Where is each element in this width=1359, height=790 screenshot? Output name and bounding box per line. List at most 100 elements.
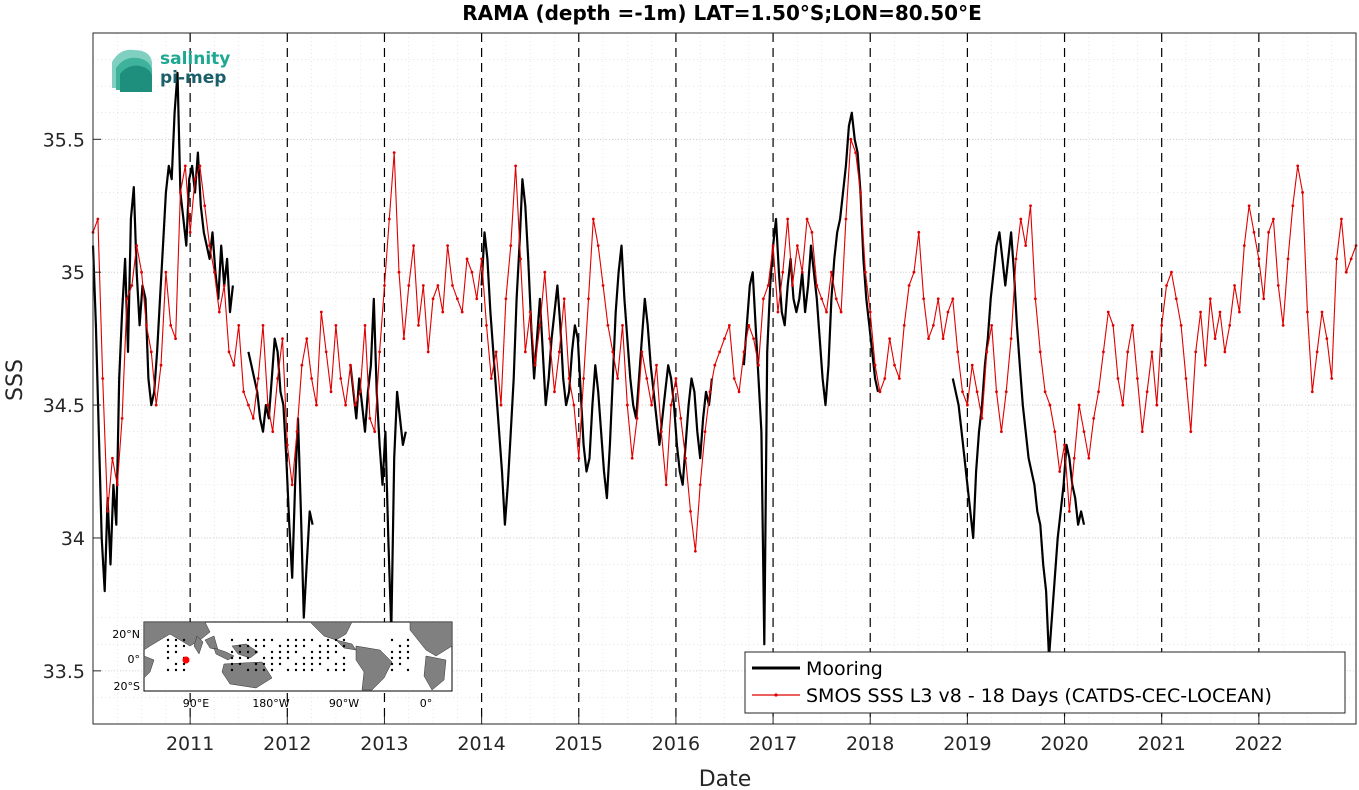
- series-smos-point: [951, 297, 955, 301]
- series-smos-point: [1315, 350, 1319, 354]
- inset-mooring-dot: [398, 656, 402, 660]
- series-smos-point: [1340, 217, 1343, 221]
- series-smos-point: [470, 270, 474, 274]
- inset-mooring-dot: [270, 662, 274, 666]
- series-smos-point: [766, 284, 770, 287]
- series-smos-point: [460, 310, 464, 314]
- x-tick-label: 2022: [1235, 733, 1283, 755]
- series-smos-point: [990, 323, 994, 327]
- series-smos-point: [179, 191, 182, 194]
- series-smos-point: [285, 443, 289, 447]
- x-tick-label: 2014: [457, 733, 505, 755]
- series-smos-point: [344, 403, 347, 407]
- plot-frame: [92, 32, 1357, 725]
- series-smos-point: [655, 363, 658, 367]
- series-smos-point: [1238, 310, 1241, 314]
- logo-text-line2: pi-mep: [160, 68, 226, 88]
- series-smos-point: [465, 257, 469, 261]
- series-smos-point: [120, 416, 124, 420]
- logo-waves-icon: [112, 49, 152, 92]
- series-smos-point: [426, 350, 430, 354]
- inset-mooring-dot: [246, 638, 250, 642]
- series-smos-point: [1097, 390, 1100, 394]
- inset-mooring-dot: [182, 644, 186, 648]
- series-smos-point: [1082, 430, 1086, 434]
- series-smos-point: [1174, 297, 1178, 301]
- inset-mooring-dot: [174, 662, 178, 666]
- series-smos-point: [844, 217, 848, 221]
- series-smos-point: [1014, 257, 1018, 261]
- inset-mooring-dot: [294, 650, 298, 654]
- inset-xtick-90e: 90°E: [183, 697, 209, 710]
- inset-mooring-dot: [286, 668, 290, 672]
- inset-xtick-0: 0°: [420, 697, 433, 710]
- x-tick-label: 2019: [943, 733, 991, 755]
- series-smos-point: [727, 323, 731, 327]
- inset-mooring-dot: [406, 650, 410, 654]
- series-smos-point: [1004, 390, 1008, 394]
- series-smos-point: [188, 230, 192, 234]
- series-smos-point: [1189, 430, 1193, 434]
- inset-mooring-dot: [182, 668, 186, 672]
- series-smos-point: [383, 284, 386, 287]
- inset-mooring-dot: [342, 638, 346, 642]
- y-tick-label: 34.5: [43, 395, 85, 417]
- series-smos-point: [324, 350, 328, 354]
- series-smos-point: [1106, 310, 1110, 314]
- series-smos-point: [1272, 217, 1275, 221]
- series-smos-point: [489, 377, 493, 380]
- series-smos-point: [829, 270, 833, 274]
- series-smos-point: [1058, 470, 1062, 473]
- series-smos-point: [1024, 244, 1028, 248]
- series-smos-point: [752, 337, 756, 341]
- series-smos-point: [936, 297, 940, 301]
- inset-mooring-dot: [230, 650, 234, 654]
- salinity-pi-mep-logo: salinity pi-mep: [112, 49, 230, 92]
- series-smos-point: [1170, 270, 1173, 274]
- y-tick-labels: 33.5 34 34.5 35 35.5: [43, 129, 85, 683]
- series-smos-point: [1262, 297, 1266, 301]
- inset-mooring-dot: [390, 662, 394, 666]
- series-smos-point: [927, 337, 930, 341]
- inset-mooring-dot: [326, 668, 330, 672]
- series-smos-point: [1296, 164, 1300, 168]
- series-smos-point: [635, 416, 639, 420]
- series-smos-point: [1267, 230, 1270, 234]
- series-smos-point: [208, 244, 211, 248]
- inset-mooring-dot: [286, 644, 290, 648]
- series-smos-point: [509, 244, 513, 248]
- series-smos-point: [232, 363, 236, 367]
- legend-swatch-smos-marker: [774, 693, 778, 697]
- series-smos-point: [1116, 377, 1120, 380]
- series-smos-point: [970, 363, 974, 367]
- series-smos-point: [708, 390, 712, 394]
- series-smos-point: [737, 390, 741, 394]
- series-smos-point: [800, 270, 804, 274]
- series-smos-point: [917, 230, 921, 234]
- inset-mooring-dot: [318, 650, 322, 654]
- inset-mooring-dot: [278, 656, 282, 660]
- inset-mooring-dot: [334, 662, 338, 666]
- series-smos-point: [616, 377, 620, 380]
- series-smos-point: [999, 430, 1003, 434]
- inset-mooring-dot: [286, 650, 290, 654]
- x-tick-label: 2011: [166, 733, 214, 755]
- series-smos-point: [1335, 257, 1338, 261]
- x-tick-label: 2016: [652, 733, 700, 755]
- series-smos-point: [1291, 204, 1295, 208]
- series-smos-point: [523, 350, 527, 354]
- inset-mooring-dot: [230, 656, 234, 660]
- series-smos-point: [266, 403, 270, 407]
- series-smos-point: [1233, 284, 1236, 287]
- inset-mooring-dot: [286, 638, 290, 642]
- inset-mooring-dot: [174, 644, 178, 648]
- series-smos-point: [713, 363, 717, 367]
- inset-mooring-dot: [390, 650, 394, 654]
- series-smos-point: [606, 323, 610, 327]
- series-smos-point: [965, 403, 969, 407]
- series-smos-point: [300, 363, 304, 367]
- series-smos-point: [1310, 390, 1314, 394]
- y-tick-label: 33.5: [43, 661, 85, 683]
- inset-mooring-dot: [262, 668, 266, 672]
